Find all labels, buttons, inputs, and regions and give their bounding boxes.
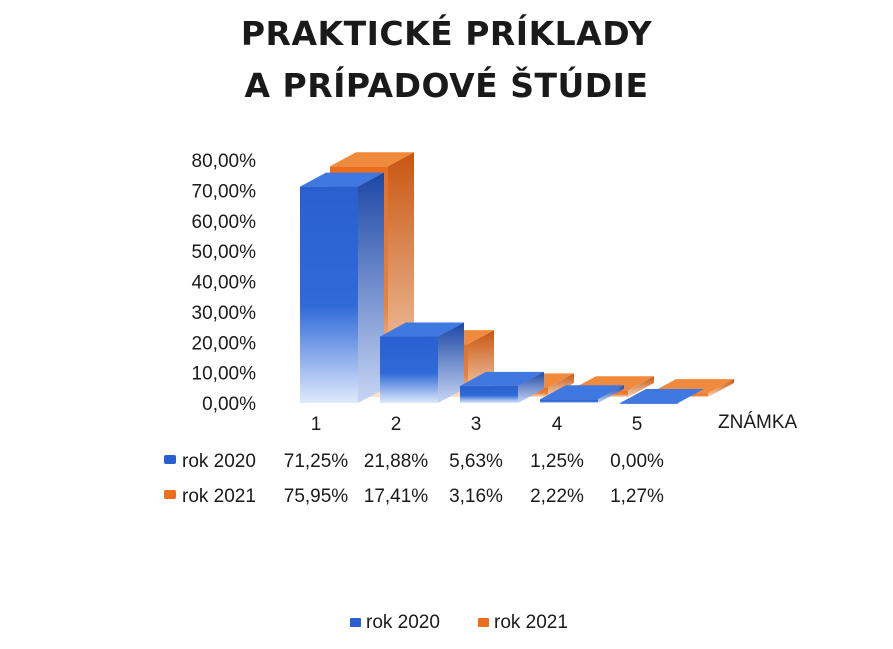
x-axis: 1 2 3 4 5 ZNÁMKA (311, 412, 798, 435)
bar-top (380, 322, 464, 337)
y-tick-label: 60,00% (192, 212, 257, 233)
bar-front (540, 399, 598, 403)
table-series-name: rok 2020 (182, 451, 256, 472)
bar-side (518, 371, 544, 403)
x-tick-label: 1 (311, 414, 322, 435)
bar-side (598, 385, 624, 403)
x-tick-label: 4 (552, 414, 563, 435)
bar-side (708, 379, 734, 397)
legend-item-2020: rok 2020 (350, 612, 440, 633)
x-tick-label: 3 (471, 414, 482, 435)
bar-2020-cat-1 (300, 172, 384, 403)
bar-side (358, 172, 384, 403)
table-cell: 75,95% (284, 486, 349, 507)
legend-item-2021: rok 2021 (478, 612, 568, 633)
y-axis: 0,00% 10,00% 20,00% 30,00% 40,00% 50,00% 60,00… (192, 151, 257, 415)
x-axis-title: ZNÁMKA (718, 412, 798, 433)
bar-2020-cat-3 (460, 371, 544, 403)
bars (300, 152, 734, 404)
y-tick-label: 20,00% (192, 333, 257, 354)
legend-swatch (478, 618, 489, 627)
y-tick-label: 30,00% (192, 303, 257, 324)
legend-swatch (350, 618, 361, 627)
bar-top (620, 389, 704, 403)
legend-label: rok 2020 (366, 612, 440, 633)
chart-title-line-2: A PRÍPADOVÉ ŠTÚDIE (244, 66, 649, 105)
table-cell: 1,27% (610, 486, 664, 507)
table-cell: 17,41% (364, 486, 429, 507)
x-tick-label: 2 (391, 414, 402, 435)
table-cell: 71,25% (284, 451, 349, 472)
bar-side (628, 376, 654, 397)
bar-top (460, 371, 544, 386)
table-row-2020: rok 2020 71,25% 21,88% 5,63% 1,25% 0,00% (164, 451, 664, 472)
y-tick-label: 40,00% (192, 273, 257, 294)
table-series-swatch (164, 490, 176, 499)
table-cell: 2,22% (530, 486, 584, 507)
bar-front (300, 186, 358, 403)
legend-label: rok 2021 (494, 612, 568, 633)
x-tick-label: 5 (632, 414, 643, 435)
y-tick-label: 0,00% (202, 394, 256, 415)
legend: rok 2020 rok 2021 (350, 612, 568, 633)
bar-front (620, 403, 678, 404)
table-cell: 5,63% (449, 451, 503, 472)
bar-top (300, 172, 384, 187)
chart-title-line-1: PRAKTICKÉ PRÍKLADY (240, 14, 653, 53)
table-cell: 1,25% (530, 451, 584, 472)
bar-2020-cat-4 (540, 385, 624, 403)
bar-top (540, 385, 624, 400)
data-table: rok 2020 71,25% 21,88% 5,63% 1,25% 0,00%rok 2… (164, 451, 664, 507)
table-cell: 3,16% (449, 486, 503, 507)
table-series-swatch (164, 455, 176, 464)
table-cell: 0,00% (610, 451, 664, 472)
bar-side (548, 373, 574, 397)
y-tick-label: 50,00% (192, 242, 257, 263)
bar-front (460, 385, 518, 403)
y-tick-label: 10,00% (192, 364, 257, 385)
bar-top (330, 152, 414, 167)
bar-front (380, 336, 438, 403)
bar-side (438, 322, 464, 403)
y-tick-label: 80,00% (192, 151, 257, 172)
table-series-name: rok 2021 (182, 486, 256, 507)
table-row-2021: rok 2021 75,95% 17,41% 3,16% 2,22% 1,27% (164, 486, 664, 507)
bar-2020-cat-5 (620, 389, 704, 404)
bar-2020-cat-2 (380, 322, 464, 403)
y-tick-label: 70,00% (192, 181, 257, 202)
table-cell: 21,88% (364, 451, 429, 472)
